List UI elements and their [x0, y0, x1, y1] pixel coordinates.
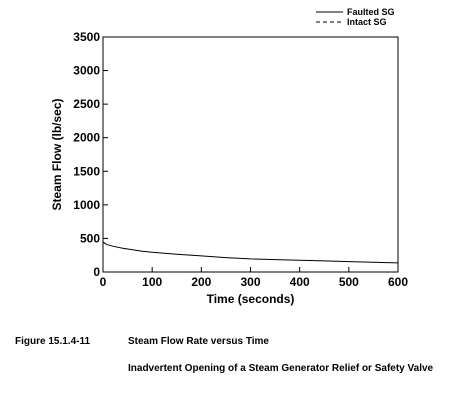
figure-number: Figure 15.1.4-11: [15, 336, 91, 347]
x-tick-label: 100: [142, 275, 162, 289]
y-tick-label: 2500: [73, 97, 100, 111]
y-tick-label: 0: [93, 265, 100, 279]
series-line-faulted-sg: [102, 241, 399, 264]
y-tick-label: 500: [80, 231, 100, 245]
y-tick-label: 3000: [73, 64, 100, 78]
figure-subtitle: Inadvertent Opening of a Steam Generator…: [128, 363, 434, 374]
y-axis-ticks: 0 500 1000 1500 2000 2500 3000 3500: [73, 30, 108, 279]
x-tick-label: 400: [290, 275, 310, 289]
x-axis-ticks: 0 100 200 300 400 500 600: [100, 267, 408, 289]
y-tick-label: 1000: [73, 198, 100, 212]
x-tick-label: 300: [240, 275, 260, 289]
figure-title: Steam Flow Rate versus Time: [128, 336, 269, 347]
y-axis-title: Steam Flow (lb/sec): [50, 98, 64, 210]
x-tick-label: 600: [388, 275, 408, 289]
x-tick-label: 200: [191, 275, 211, 289]
x-axis-title: Time (seconds): [207, 292, 295, 306]
legend-label: Faulted SG: [347, 7, 395, 17]
y-tick-label: 1500: [73, 164, 100, 178]
plot-frame: [102, 36, 399, 273]
x-tick-label: 0: [100, 275, 107, 289]
y-tick-label: 3500: [73, 30, 100, 44]
y-tick-label: 2000: [73, 131, 100, 145]
legend-label: Intact SG: [347, 17, 387, 27]
x-tick-label: 500: [339, 275, 359, 289]
